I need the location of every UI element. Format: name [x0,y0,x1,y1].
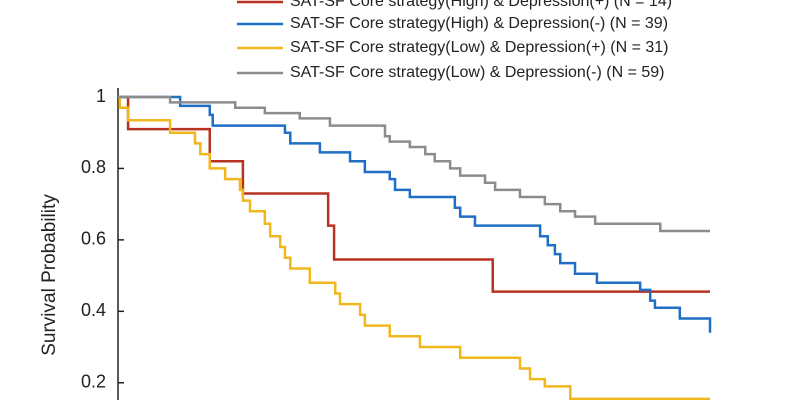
survival-curve [118,95,710,293]
legend-label: SAT-SF Core strategy(High) & Depression(… [290,15,668,32]
survival-curve [118,95,710,233]
y-axis-label: Survival Probability [39,194,60,356]
y-tick-label: 0.8 [81,157,106,177]
survival-curve [118,95,710,400]
y-tick-label: 1 [96,86,106,106]
y-tick-label: 0.2 [81,371,106,391]
y-tick-label: 0.4 [81,300,106,320]
survival-curve [118,95,712,333]
y-tick-label: 0.6 [81,229,106,249]
legend-label: SAT-SF Core strategy(High) & Depression(… [290,0,672,10]
legend-label: SAT-SF Core strategy(Low) & Depression(+… [290,39,669,56]
legend-label: SAT-SF Core strategy(Low) & Depression(-… [290,64,664,81]
